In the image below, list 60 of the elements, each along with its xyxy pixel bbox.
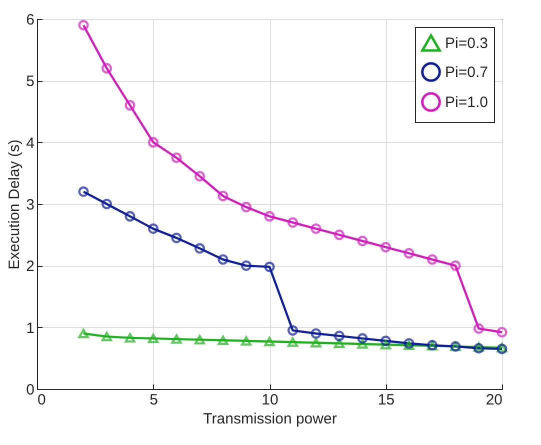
- point: [171, 152, 182, 164]
- point: [240, 260, 252, 271]
- point: [310, 223, 322, 234]
- point: [357, 236, 368, 246]
- point: [357, 339, 368, 349]
- point: [148, 137, 159, 148]
- point: [171, 334, 182, 344]
- point: [264, 262, 275, 272]
- point: [218, 336, 228, 346]
- point: [310, 338, 322, 348]
- point: [287, 217, 298, 228]
- point: [194, 170, 206, 182]
- y-tick-label: 1: [26, 320, 34, 337]
- point: [101, 198, 112, 210]
- point: [334, 230, 345, 240]
- legend-label: Pi=0.7: [445, 64, 488, 81]
- point: [264, 336, 275, 346]
- x-tick-label: 5: [150, 392, 158, 408]
- point: [287, 325, 298, 336]
- point: [218, 254, 228, 265]
- point: [287, 337, 298, 347]
- y-tick-label: 4: [26, 134, 34, 152]
- x-axis-title: Transmission power: [203, 410, 337, 428]
- y-tick-label: 3: [26, 196, 34, 214]
- point: [473, 323, 484, 334]
- y-tick-label: 5: [26, 73, 34, 90]
- point: [310, 328, 322, 339]
- x-tick-label: 20: [486, 392, 502, 408]
- point: [218, 190, 228, 202]
- point: [334, 330, 345, 342]
- point: [124, 100, 136, 111]
- point: [171, 232, 182, 244]
- x-tick-label: 15: [378, 392, 395, 408]
- point: [357, 333, 368, 344]
- y-axis-title: Execution Delay (s): [6, 139, 24, 270]
- point: [380, 242, 392, 252]
- y-tick-label: 6: [26, 12, 34, 28]
- point: [78, 328, 89, 338]
- point: [334, 338, 345, 348]
- y-tick-label: 2: [26, 258, 34, 276]
- point: [380, 336, 392, 346]
- point: [148, 223, 159, 234]
- point: [240, 202, 252, 212]
- legend-label: Pi=0.3: [445, 35, 488, 52]
- point: [148, 334, 159, 344]
- point: [450, 260, 461, 271]
- point: [101, 63, 112, 74]
- x-tick-label: 10: [262, 392, 278, 408]
- point: [426, 254, 438, 265]
- point: [101, 332, 112, 342]
- point: [194, 334, 206, 344]
- point: [124, 333, 136, 343]
- point: [124, 211, 136, 222]
- point: [404, 248, 414, 259]
- point: [240, 336, 252, 346]
- legend-label: Pi=1.0: [445, 94, 488, 111]
- x-tick-label: 0: [38, 392, 46, 408]
- point: [194, 243, 206, 254]
- point: [264, 211, 275, 222]
- point: [380, 340, 392, 350]
